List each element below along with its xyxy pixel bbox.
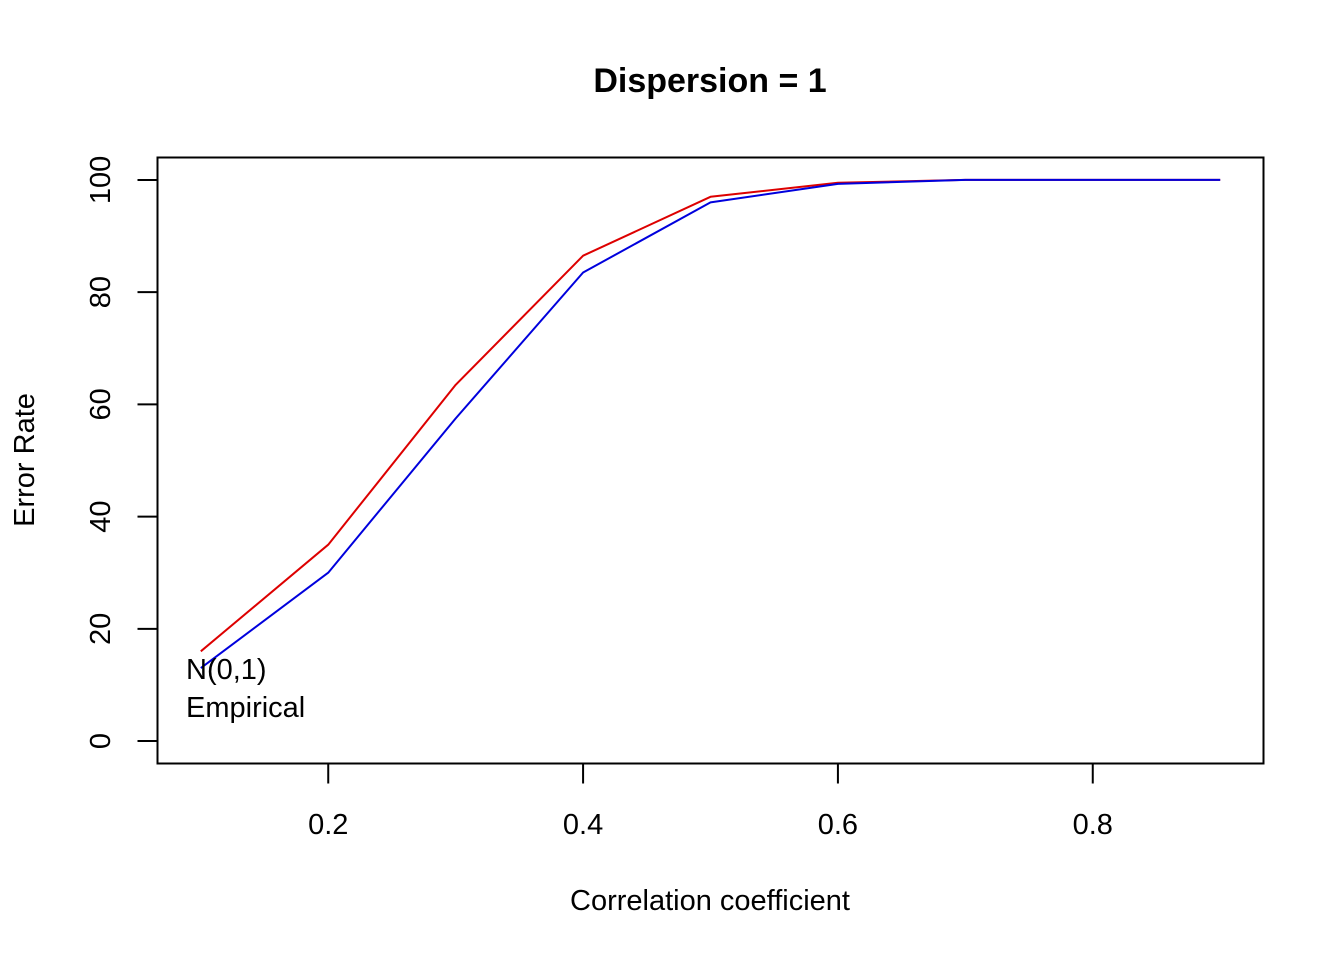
y-tick-label: 40 — [85, 500, 117, 532]
x-tick-label: 0.4 — [563, 809, 603, 841]
legend-entry: Empirical — [186, 692, 305, 724]
x-tick-label: 0.6 — [818, 809, 858, 841]
legend: N(0,1) Empirical — [186, 654, 305, 724]
x-axis-label: Correlation coefficient — [570, 885, 850, 917]
chart-title: Dispersion = 1 — [593, 62, 826, 100]
series-line-n-0-1 — [200, 178, 1221, 653]
legend-entry: N(0,1) — [186, 654, 267, 686]
y-axis-label: Error Rate — [9, 393, 41, 527]
series-layer — [200, 178, 1221, 669]
y-tick-label: 60 — [85, 388, 117, 420]
plot-frame — [156, 156, 1265, 765]
series-line-empirical — [200, 178, 1221, 669]
y-tick-label: 0 — [85, 733, 117, 749]
x-axis: 0.2 0.4 0.6 0.8 — [308, 763, 1113, 841]
y-tick-label: 80 — [85, 276, 117, 308]
y-tick-label: 100 — [85, 156, 117, 204]
y-tick-label: 20 — [85, 613, 117, 645]
x-tick-label: 0.2 — [308, 809, 348, 841]
x-tick-label: 0.8 — [1073, 809, 1113, 841]
y-axis: 0 20 40 60 80 100 — [85, 156, 158, 749]
